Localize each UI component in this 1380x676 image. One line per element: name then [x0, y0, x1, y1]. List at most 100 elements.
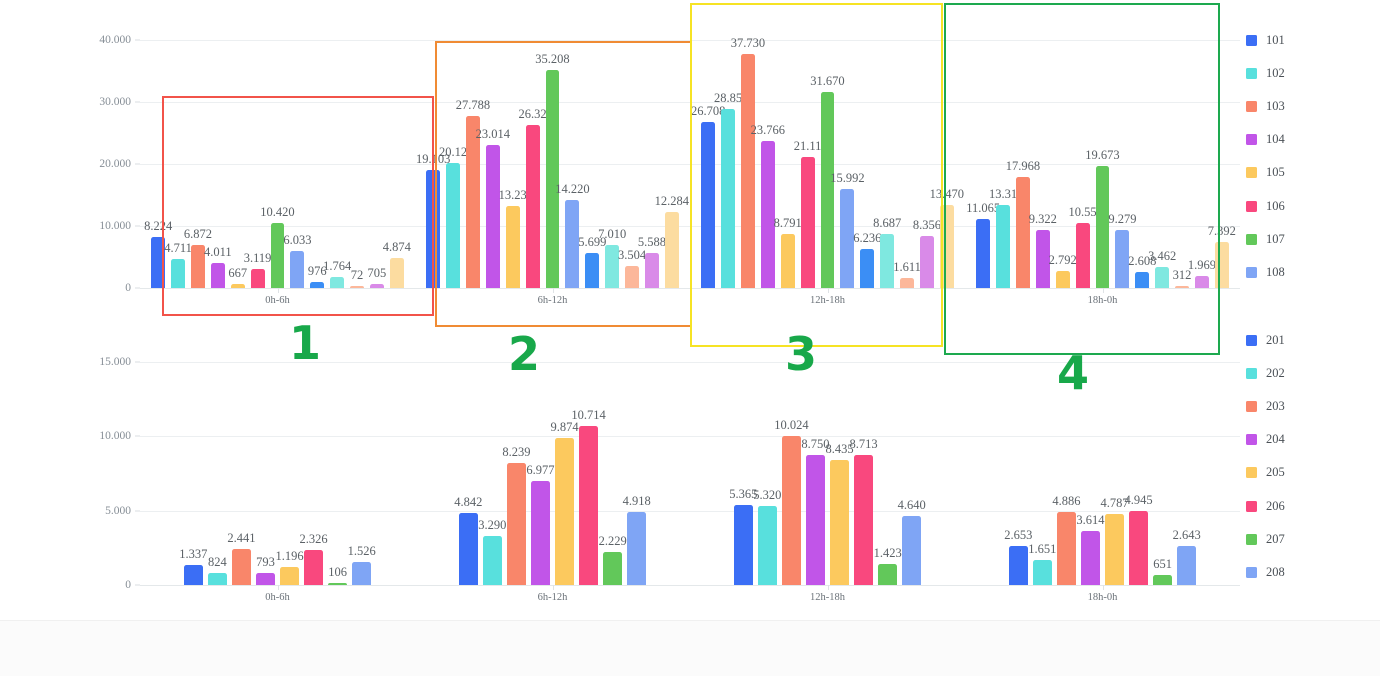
bar[interactable]: 5.699: [578, 235, 606, 288]
legend-item-204[interactable]: 204: [1246, 432, 1285, 447]
bar[interactable]: 8.713: [850, 437, 878, 585]
bar[interactable]: 976: [308, 264, 327, 288]
bar[interactable]: 23.014: [476, 127, 510, 288]
bar[interactable]: 8.239: [502, 445, 530, 585]
bar[interactable]: 14.220: [555, 182, 590, 288]
bar[interactable]: 35.208: [535, 52, 570, 288]
bar[interactable]: 10.55: [1069, 205, 1097, 288]
bar[interactable]: 4.945: [1125, 493, 1153, 585]
bar[interactable]: 8.750: [801, 437, 830, 585]
bar[interactable]: 37.730: [731, 36, 765, 288]
bar[interactable]: 4.787: [1100, 496, 1129, 585]
bar[interactable]: 1.611: [893, 260, 921, 288]
legend-item-108[interactable]: 108: [1246, 265, 1285, 279]
legend-item-201[interactable]: 201: [1246, 333, 1285, 347]
bar[interactable]: 26.708: [691, 104, 725, 288]
bar[interactable]: 824: [207, 555, 227, 585]
legend-item-203[interactable]: 203: [1246, 399, 1285, 413]
bar[interactable]: 7.010: [598, 227, 626, 288]
bar[interactable]: 3.119: [244, 251, 271, 288]
bar[interactable]: 3.504: [618, 248, 646, 288]
bar[interactable]: 2.643: [1173, 528, 1201, 585]
bar[interactable]: 1.764: [323, 259, 351, 288]
bar[interactable]: 13.31: [989, 187, 1017, 288]
bar[interactable]: 21.11: [794, 139, 821, 288]
bar[interactable]: 106: [328, 565, 348, 585]
bar[interactable]: 6.033: [283, 233, 311, 288]
bar[interactable]: 15.992: [830, 171, 865, 288]
legend-item-101[interactable]: 101: [1246, 33, 1285, 47]
legend-item-206[interactable]: 206: [1246, 499, 1285, 513]
bar[interactable]: 1.423: [874, 546, 902, 585]
bar[interactable]: 705: [368, 266, 386, 288]
legend-item-106[interactable]: 106: [1246, 199, 1285, 213]
bar[interactable]: 8.224: [144, 219, 172, 288]
bar[interactable]: 4.011: [204, 245, 232, 288]
bar[interactable]: 1.651: [1028, 542, 1056, 585]
bar[interactable]: 20.12: [439, 145, 467, 288]
bar[interactable]: 7.392: [1208, 224, 1236, 288]
bar[interactable]: 28.85: [714, 91, 742, 288]
bar[interactable]: 6.977: [526, 463, 555, 585]
bar[interactable]: 3.462: [1148, 249, 1176, 288]
legend-item-102[interactable]: 102: [1246, 66, 1285, 80]
legend-item-208[interactable]: 208: [1246, 565, 1285, 579]
bar[interactable]: 72: [350, 268, 364, 288]
bar[interactable]: 2.229: [599, 534, 627, 585]
legend-item-205[interactable]: 205: [1246, 465, 1285, 480]
bar[interactable]: 10.714: [571, 408, 606, 585]
bar[interactable]: 312: [1173, 268, 1191, 288]
bar[interactable]: 4.886: [1052, 494, 1080, 585]
bar[interactable]: 31.670: [810, 74, 845, 288]
bar[interactable]: 3.290: [478, 518, 506, 585]
bar[interactable]: 651: [1153, 557, 1173, 585]
bottom-chart-legend[interactable]: 201 202 203 204 205 206 207 208: [1246, 333, 1366, 599]
bar[interactable]: 27.788: [456, 98, 490, 288]
bar[interactable]: 12.284: [655, 194, 689, 288]
bar[interactable]: 793: [256, 555, 275, 585]
legend-item-207[interactable]: 207: [1246, 532, 1285, 546]
bar[interactable]: 4.918: [623, 494, 651, 585]
legend-item-104[interactable]: 104: [1246, 132, 1285, 147]
legend-item-103[interactable]: 103: [1246, 99, 1285, 113]
bar[interactable]: 19.673: [1085, 148, 1120, 288]
bar[interactable]: 8.687: [873, 216, 901, 288]
bar[interactable]: 667: [228, 266, 247, 288]
bar[interactable]: 8.791: [774, 216, 802, 288]
bar[interactable]: 23.766: [751, 123, 785, 288]
bar[interactable]: 9.322: [1029, 212, 1057, 288]
bar[interactable]: 6.236: [853, 231, 881, 288]
bar[interactable]: 6.872: [184, 227, 212, 288]
bar[interactable]: 10.024: [774, 418, 809, 585]
bar[interactable]: 5.588: [638, 235, 666, 288]
bar[interactable]: 1.196: [275, 549, 304, 585]
bar[interactable]: 2.792: [1049, 253, 1077, 288]
bar[interactable]: 2.441: [227, 531, 255, 585]
bar[interactable]: 2.326: [300, 532, 328, 585]
bar[interactable]: 5.365: [729, 487, 757, 585]
bar[interactable]: 9.279: [1108, 212, 1136, 288]
bar[interactable]: 1.969: [1188, 258, 1216, 288]
bar[interactable]: 11.065: [966, 201, 1000, 288]
bar[interactable]: 4.842: [454, 495, 482, 585]
bar[interactable]: 1.526: [348, 544, 376, 585]
bar[interactable]: 13.470: [930, 187, 964, 288]
bar[interactable]: 17.968: [1006, 159, 1040, 288]
legend-item-105[interactable]: 105: [1246, 165, 1285, 180]
bar[interactable]: 10.420: [260, 205, 295, 288]
bar[interactable]: 19.103: [416, 152, 450, 288]
bar[interactable]: 4.640: [898, 498, 926, 585]
bar[interactable]: 8.435: [825, 442, 854, 585]
bar[interactable]: 1.337: [179, 547, 207, 585]
bar[interactable]: 13.23: [499, 188, 527, 288]
bar[interactable]: 26.32: [519, 107, 547, 288]
legend-item-202[interactable]: 202: [1246, 366, 1285, 380]
bar[interactable]: 2.608: [1128, 254, 1156, 288]
bar[interactable]: 8.356: [913, 218, 941, 288]
bar[interactable]: 5.320: [753, 488, 781, 585]
bar[interactable]: 4.711: [164, 241, 192, 288]
bar[interactable]: 9.874: [550, 420, 579, 585]
bar[interactable]: 2.653: [1004, 528, 1032, 585]
top-chart-legend[interactable]: 101 102 103 104 105 106 107 108: [1246, 33, 1366, 299]
bar[interactable]: 4.874: [383, 240, 411, 288]
